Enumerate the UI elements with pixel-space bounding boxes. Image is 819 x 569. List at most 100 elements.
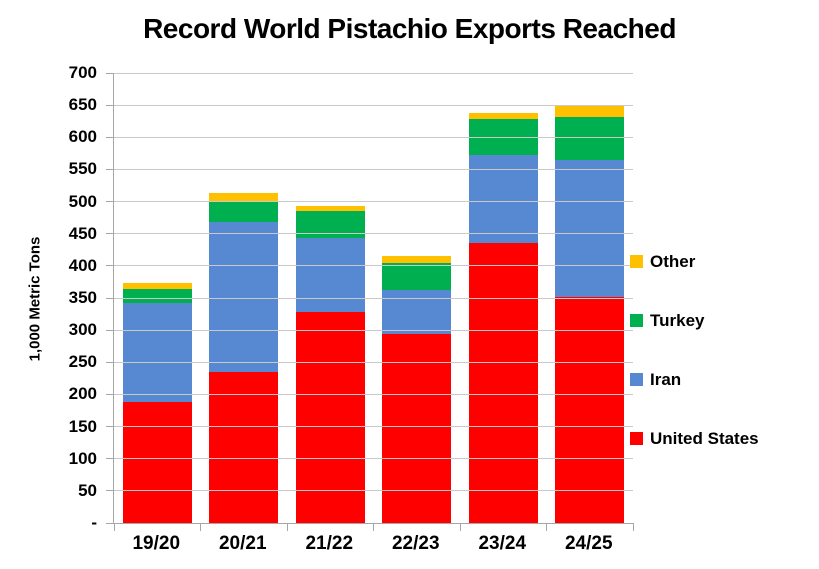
gridline bbox=[114, 297, 633, 299]
gridline bbox=[114, 490, 633, 492]
y-tick-label: 400 bbox=[68, 255, 97, 275]
chart-title: Record World Pistachio Exports Reached bbox=[143, 13, 676, 44]
y-tick-label: 200 bbox=[68, 384, 97, 404]
x-tick-label: 20/21 bbox=[218, 533, 267, 554]
bars-container bbox=[114, 73, 633, 523]
bar-segment-united-states bbox=[295, 312, 365, 523]
y-tick-label: 600 bbox=[68, 127, 97, 147]
legend-swatch-icon bbox=[630, 314, 643, 327]
y-tick-label: 300 bbox=[68, 320, 97, 340]
gridline bbox=[114, 168, 633, 170]
gridline bbox=[114, 265, 633, 267]
bar-column-20-21 bbox=[201, 73, 288, 523]
bar-segment-turkey bbox=[209, 201, 279, 223]
y-tick-mark bbox=[106, 72, 114, 74]
y-tick-mark bbox=[106, 329, 114, 331]
y-tick-mark bbox=[106, 104, 114, 106]
y-tick-label: 700 bbox=[68, 63, 97, 82]
legend-item-iran: Iran bbox=[630, 367, 759, 392]
bar-segment-united-states bbox=[555, 296, 625, 523]
stacked-bar bbox=[295, 206, 365, 523]
bar-segment-iran bbox=[555, 159, 625, 297]
x-tick-label: 24/25 bbox=[564, 533, 613, 554]
x-tick-mark bbox=[632, 523, 634, 531]
bar-segment-other bbox=[295, 206, 365, 212]
y-tick-mark bbox=[106, 522, 114, 524]
gridline bbox=[114, 104, 633, 106]
y-tick-label: 550 bbox=[68, 159, 97, 179]
legend-item-other: Other bbox=[630, 249, 759, 274]
stacked-bar bbox=[122, 282, 192, 523]
bar-segment-other bbox=[209, 193, 279, 202]
bar-segment-iran bbox=[382, 289, 452, 334]
bar-column-21-22 bbox=[287, 73, 374, 523]
legend-label: Other bbox=[650, 251, 696, 271]
y-tick-mark bbox=[106, 136, 114, 138]
bar-segment-united-states bbox=[122, 402, 192, 523]
y-tick-mark bbox=[106, 233, 114, 235]
x-tick-label: 22/23 bbox=[391, 533, 440, 554]
plot-area bbox=[106, 72, 634, 531]
legend-item-turkey: Turkey bbox=[630, 308, 759, 333]
legend-swatch-icon bbox=[630, 432, 643, 445]
stacked-bar bbox=[555, 105, 625, 523]
y-tick-mark bbox=[106, 361, 114, 363]
y-tick-label: 250 bbox=[68, 352, 97, 372]
bar-column-19-20 bbox=[114, 73, 201, 523]
y-tick-mark bbox=[106, 393, 114, 395]
gridline bbox=[114, 393, 633, 395]
bar-column-22-23 bbox=[374, 73, 461, 523]
bar-segment-iran bbox=[295, 237, 365, 313]
x-tick-label: 19/20 bbox=[132, 533, 181, 554]
x-tick-mark bbox=[373, 523, 374, 531]
y-tick-label: 50 bbox=[78, 480, 97, 500]
legend-label: United States bbox=[650, 428, 759, 448]
y-tick-label: 450 bbox=[68, 223, 97, 243]
gridline bbox=[114, 361, 633, 363]
bar-segment-turkey bbox=[382, 262, 452, 290]
legend-swatch-icon bbox=[630, 373, 643, 386]
x-tick-mark bbox=[286, 523, 288, 531]
y-tick-label: 650 bbox=[68, 95, 97, 115]
bar-segment-other bbox=[555, 105, 625, 118]
bar-segment-iran bbox=[209, 222, 279, 372]
x-tick-label: 23/24 bbox=[478, 533, 527, 554]
bar-column-23-24 bbox=[460, 73, 547, 523]
y-axis-tick-labels: - 50 100 150 200 250 300 350 400 450 500 550 600 650 7… bbox=[0, 63, 97, 532]
y-tick-mark bbox=[106, 201, 114, 203]
gridline bbox=[114, 201, 633, 203]
legend-item-united-states: United States bbox=[630, 426, 759, 451]
y-tick-mark bbox=[106, 426, 114, 428]
bar-segment-iran bbox=[468, 154, 538, 243]
y-tick-mark bbox=[106, 490, 114, 492]
bar-segment-turkey bbox=[295, 211, 365, 238]
bar-column-24-25 bbox=[547, 73, 634, 523]
stacked-bar bbox=[382, 255, 452, 523]
bar-segment-united-states bbox=[209, 371, 279, 523]
legend-label: Turkey bbox=[650, 310, 705, 330]
gridline bbox=[114, 329, 633, 331]
legend: Other Turkey Iran United States bbox=[630, 249, 759, 485]
legend-label: Iran bbox=[650, 369, 682, 389]
bar-segment-other bbox=[382, 255, 452, 263]
y-tick-label: 100 bbox=[68, 448, 97, 468]
x-tick-mark bbox=[459, 523, 461, 531]
stacked-bar bbox=[209, 193, 279, 523]
x-tick-mark bbox=[200, 523, 201, 531]
y-tick-mark bbox=[106, 265, 114, 267]
gridline bbox=[114, 233, 633, 235]
y-tick-label: 150 bbox=[68, 416, 97, 436]
bar-segment-united-states bbox=[382, 334, 452, 523]
x-tick-label: 21/22 bbox=[305, 533, 354, 554]
gridline bbox=[114, 72, 633, 74]
y-tick-mark bbox=[106, 297, 114, 299]
x-tick-mark bbox=[113, 523, 115, 531]
stacked-bar bbox=[468, 112, 538, 523]
gridline bbox=[114, 458, 633, 460]
legend-swatch-icon bbox=[630, 255, 643, 268]
x-axis-tick-labels: 19/20 20/21 21/22 22/23 23/24 24/25 bbox=[113, 533, 632, 555]
bar-segment-iran bbox=[122, 303, 192, 403]
gridline bbox=[114, 426, 633, 428]
y-tick-label: 350 bbox=[68, 288, 97, 307]
